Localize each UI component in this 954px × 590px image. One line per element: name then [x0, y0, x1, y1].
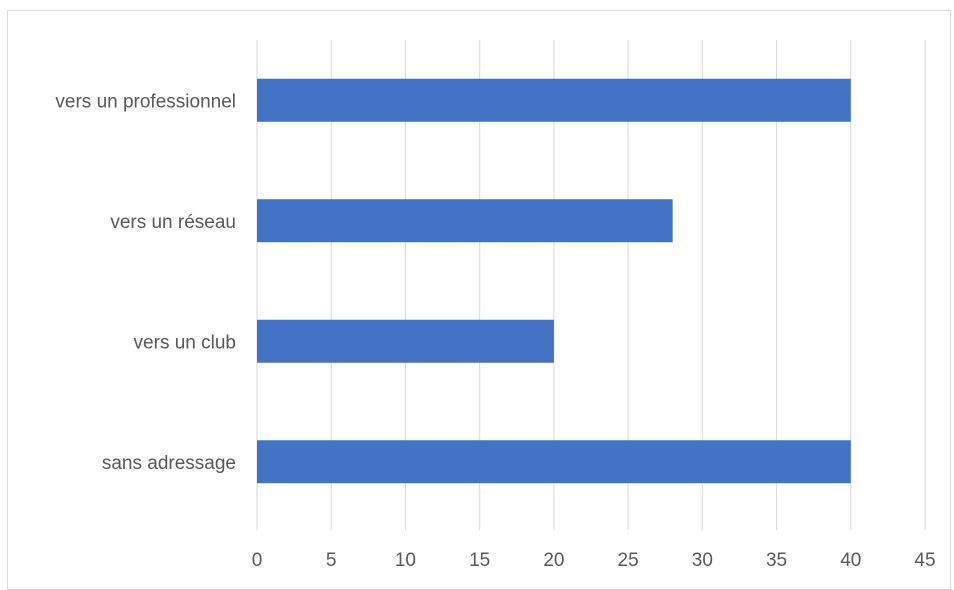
- x-tick-label: 25: [618, 550, 639, 571]
- x-tick-label: 10: [395, 550, 416, 571]
- x-axis-tick-labels: 0 5 10 15 20 25 30 35 40 45: [252, 550, 936, 571]
- category-label: vers un réseau: [110, 212, 236, 233]
- bar: [257, 78, 851, 122]
- x-tick-label: 0: [252, 550, 263, 571]
- bar: [257, 319, 554, 363]
- bar: [257, 440, 851, 484]
- x-tick-label: 35: [766, 550, 787, 571]
- x-tick-label: 20: [543, 550, 564, 571]
- bars: [257, 78, 851, 484]
- x-tick-label: 30: [692, 550, 713, 571]
- bar: [257, 199, 673, 243]
- category-label: vers un club: [134, 332, 236, 353]
- category-label: sans adressage: [102, 453, 236, 474]
- category-labels: vers un professionnel vers un réseau vers …: [55, 91, 236, 474]
- category-label: vers un professionnel: [55, 91, 236, 112]
- x-tick-label: 40: [840, 550, 861, 571]
- x-tick-label: 5: [326, 550, 337, 571]
- x-tick-label: 45: [914, 550, 935, 571]
- x-tick-label: 15: [469, 550, 490, 571]
